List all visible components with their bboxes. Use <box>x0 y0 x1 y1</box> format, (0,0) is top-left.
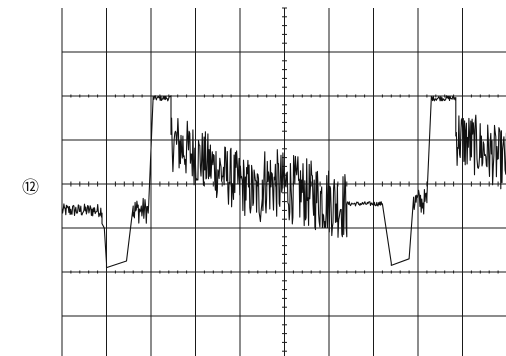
trace-line <box>62 95 506 269</box>
graticule <box>61 7 506 356</box>
figure-label: ⑫ <box>22 178 39 198</box>
waveform-trace <box>62 95 506 269</box>
